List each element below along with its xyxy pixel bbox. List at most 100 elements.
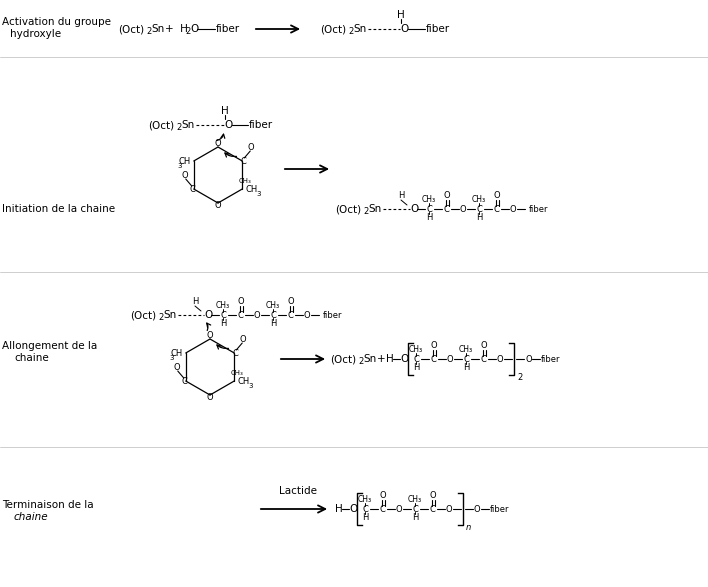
Text: C: C xyxy=(493,204,499,214)
Text: C: C xyxy=(182,376,188,386)
FancyArrowPatch shape xyxy=(207,323,211,330)
Text: O: O xyxy=(204,310,212,320)
Text: chaine: chaine xyxy=(14,512,49,522)
Text: Sn: Sn xyxy=(163,310,176,320)
Text: O: O xyxy=(173,363,180,372)
Text: C: C xyxy=(190,184,195,194)
Text: Allongement de la: Allongement de la xyxy=(2,341,97,351)
Text: O: O xyxy=(215,201,222,211)
Text: 2: 2 xyxy=(176,123,181,133)
Text: Terminaison de la: Terminaison de la xyxy=(2,500,93,510)
Text: Initiation de la chaine: Initiation de la chaine xyxy=(2,204,115,214)
Text: fiber: fiber xyxy=(426,24,450,34)
Text: O: O xyxy=(207,393,213,403)
Text: H: H xyxy=(219,319,226,329)
Text: fiber: fiber xyxy=(249,120,273,130)
Text: fiber: fiber xyxy=(529,204,549,214)
Text: O: O xyxy=(444,191,450,200)
Text: C: C xyxy=(362,504,368,514)
Text: H: H xyxy=(426,214,432,222)
Text: C: C xyxy=(287,311,293,319)
Text: hydroxyle: hydroxyle xyxy=(10,29,61,39)
Text: O: O xyxy=(253,311,261,319)
Text: O: O xyxy=(238,296,244,305)
Text: CH₃: CH₃ xyxy=(239,178,251,184)
Text: Lactide: Lactide xyxy=(279,486,317,496)
Text: O: O xyxy=(510,204,516,214)
Text: (Oct): (Oct) xyxy=(118,24,144,34)
Text: C: C xyxy=(413,355,419,363)
Text: H: H xyxy=(221,106,229,116)
Text: C: C xyxy=(429,504,435,514)
Text: 2: 2 xyxy=(185,28,190,36)
Text: O: O xyxy=(396,504,402,514)
Text: O: O xyxy=(240,335,246,343)
Text: CH₃: CH₃ xyxy=(472,194,486,204)
Text: C: C xyxy=(426,204,432,214)
Text: O: O xyxy=(207,332,213,340)
Text: chaine: chaine xyxy=(14,353,49,363)
Text: O: O xyxy=(248,143,255,151)
Text: CH: CH xyxy=(178,157,190,166)
Text: 2: 2 xyxy=(358,357,363,366)
Text: O: O xyxy=(224,120,232,130)
Text: C: C xyxy=(480,355,486,363)
Text: O: O xyxy=(481,340,487,349)
Text: H: H xyxy=(476,214,482,222)
Text: CH₃: CH₃ xyxy=(408,494,422,504)
Text: O: O xyxy=(446,504,452,514)
Text: C: C xyxy=(430,355,436,363)
Text: fiber: fiber xyxy=(216,24,240,34)
Text: (Oct): (Oct) xyxy=(320,24,346,34)
Text: H: H xyxy=(192,298,198,306)
Text: O: O xyxy=(493,191,501,200)
Text: O: O xyxy=(525,355,532,363)
Text: H: H xyxy=(270,319,276,329)
Text: (Oct): (Oct) xyxy=(330,354,356,364)
Text: O: O xyxy=(379,491,387,500)
Text: O: O xyxy=(410,204,418,214)
Text: O: O xyxy=(181,170,188,180)
Text: 2: 2 xyxy=(158,313,164,322)
Text: H: H xyxy=(362,514,368,522)
Text: CH₃: CH₃ xyxy=(266,301,280,309)
Text: Sn: Sn xyxy=(353,24,366,34)
Text: C: C xyxy=(476,204,482,214)
Text: H: H xyxy=(412,514,418,522)
Text: H: H xyxy=(386,354,394,364)
Text: fiber: fiber xyxy=(490,504,510,514)
Text: Sn: Sn xyxy=(151,24,164,34)
Text: (Oct): (Oct) xyxy=(130,310,156,320)
Text: O: O xyxy=(430,491,436,500)
Text: H: H xyxy=(335,504,343,514)
Text: 3: 3 xyxy=(249,383,253,389)
Text: CH: CH xyxy=(171,349,183,357)
Text: O: O xyxy=(400,354,409,364)
Text: n: n xyxy=(466,522,472,531)
Text: C: C xyxy=(237,311,243,319)
Text: C: C xyxy=(463,355,469,363)
Text: O: O xyxy=(497,355,503,363)
Text: fiber: fiber xyxy=(541,355,561,363)
Text: C: C xyxy=(379,504,385,514)
Text: H: H xyxy=(397,10,405,20)
Text: C: C xyxy=(232,349,238,357)
Text: C: C xyxy=(412,504,418,514)
Text: 2: 2 xyxy=(146,28,152,36)
Text: Sn: Sn xyxy=(363,354,376,364)
Text: O: O xyxy=(304,311,310,319)
Text: O: O xyxy=(459,204,467,214)
FancyArrowPatch shape xyxy=(225,153,236,157)
Text: O: O xyxy=(474,504,481,514)
Text: Activation du groupe: Activation du groupe xyxy=(2,17,111,27)
Text: C: C xyxy=(443,204,449,214)
Text: Sn: Sn xyxy=(368,204,381,214)
Text: CH₃: CH₃ xyxy=(231,370,244,376)
FancyArrowPatch shape xyxy=(217,345,229,349)
Text: 3: 3 xyxy=(256,191,261,197)
Text: O: O xyxy=(349,504,358,514)
Text: +: + xyxy=(377,354,386,364)
Text: Sn: Sn xyxy=(181,120,194,130)
Text: 3: 3 xyxy=(170,355,174,361)
Text: CH₃: CH₃ xyxy=(422,194,436,204)
